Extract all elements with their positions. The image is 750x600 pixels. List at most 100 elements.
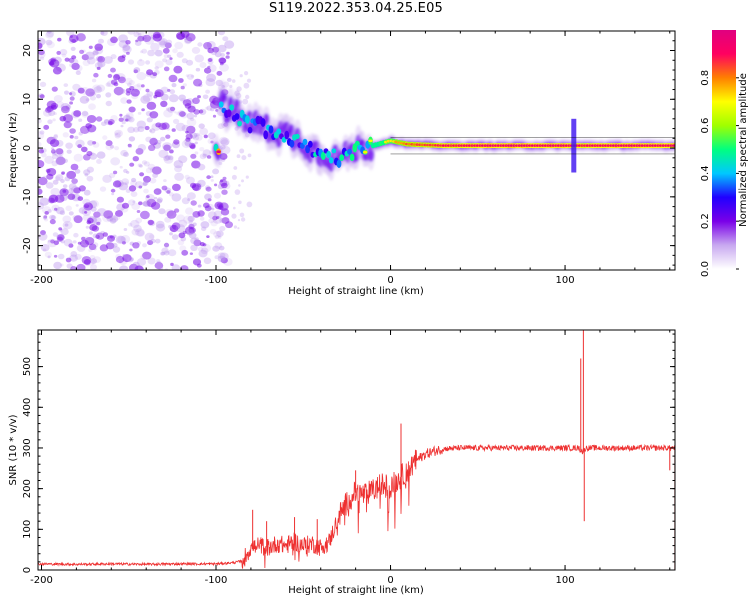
noise-blob xyxy=(178,232,186,239)
snr-plot-area xyxy=(38,330,675,570)
snr-line xyxy=(38,443,675,569)
noise-blob xyxy=(132,200,136,204)
noise-blob xyxy=(125,91,131,96)
noise-blob xyxy=(55,156,66,165)
noise-blob xyxy=(190,74,195,78)
noise-blob xyxy=(169,232,173,236)
noise-blob xyxy=(137,163,142,168)
noise-blob xyxy=(152,173,159,178)
noise-blob xyxy=(84,211,88,214)
noise-blob xyxy=(57,155,64,161)
noise-blob xyxy=(164,243,170,248)
noise-blob xyxy=(92,216,102,225)
noise-blob xyxy=(99,186,107,192)
noise-blob xyxy=(154,49,163,57)
noise-blob xyxy=(85,127,93,134)
noise-blob xyxy=(151,166,162,175)
noise-blob xyxy=(133,126,140,133)
ridge-peak-cell xyxy=(363,150,368,154)
noise-blob xyxy=(135,217,143,224)
noise-blob xyxy=(69,63,74,67)
noise-blob xyxy=(105,242,115,250)
noise-blob xyxy=(130,180,138,187)
noise-blob xyxy=(194,133,199,137)
noise-blob xyxy=(173,139,180,145)
noise-blob xyxy=(41,233,45,236)
noise-blob xyxy=(181,58,188,64)
noise-blob xyxy=(126,51,130,55)
noise-blob xyxy=(85,51,95,60)
noise-blob xyxy=(147,49,156,57)
noise-blob xyxy=(147,257,156,265)
noise-blob xyxy=(64,57,70,62)
noise-blob xyxy=(207,58,213,62)
ridge-core-cell xyxy=(331,148,337,154)
noise-blob xyxy=(86,166,94,173)
noise-blob xyxy=(178,78,184,83)
noise-blob xyxy=(145,136,152,143)
noise-blob xyxy=(44,211,49,215)
noise-blob xyxy=(88,103,96,110)
noise-blob xyxy=(38,202,44,210)
noise-blob xyxy=(125,188,131,193)
spectrogram-frame xyxy=(37,30,676,271)
noise-blob xyxy=(154,238,161,244)
noise-blob xyxy=(202,149,211,157)
noise-blob xyxy=(154,89,164,98)
noise-blob xyxy=(97,56,106,63)
page-title: S119.2022.353.04.25.E05 xyxy=(268,1,444,16)
noise-blob xyxy=(73,232,79,238)
noise-blob xyxy=(153,95,158,99)
noise-blob xyxy=(71,62,80,70)
noise-blob xyxy=(185,33,196,42)
noise-blob xyxy=(70,251,78,257)
y-tick-label: 10 xyxy=(22,93,33,106)
noise-blob xyxy=(89,224,98,231)
noise-blob xyxy=(53,240,59,246)
noise-blob xyxy=(178,219,188,228)
noise-blob xyxy=(87,217,94,224)
noise-blob xyxy=(186,59,194,66)
noise-blob xyxy=(97,60,106,68)
noise-blob xyxy=(203,202,210,209)
noise-blob xyxy=(170,262,174,266)
noise-blob xyxy=(69,92,73,95)
noise-blob xyxy=(193,78,203,87)
noise-blob xyxy=(81,111,89,118)
noise-blob xyxy=(140,254,148,260)
noise-blob xyxy=(161,247,169,254)
noise-blob xyxy=(165,39,173,45)
noise-blob xyxy=(92,50,99,56)
ridge-core-cell xyxy=(263,130,269,140)
noise-blob xyxy=(69,128,76,134)
noise-blob xyxy=(156,198,163,204)
noise-blob xyxy=(239,74,243,78)
noise-blob xyxy=(68,211,74,216)
noise-blob xyxy=(209,107,215,112)
x-tick-label: 0 xyxy=(387,575,393,586)
noise-blob xyxy=(62,221,73,230)
noise-blob xyxy=(82,49,86,53)
noise-blob xyxy=(145,88,150,93)
spectrogram-x-ticks: -200 -100 0 100 xyxy=(30,31,671,286)
noise-blob xyxy=(47,239,51,243)
noise-blob xyxy=(186,112,195,120)
noise-blob xyxy=(142,201,149,207)
noise-blob xyxy=(214,234,220,240)
noise-blob xyxy=(224,40,235,49)
noise-blob xyxy=(184,174,190,180)
noise-blob xyxy=(203,257,212,265)
noise-blob xyxy=(199,242,205,247)
noise-blob xyxy=(113,74,120,81)
noise-blob xyxy=(121,178,129,185)
noise-blob xyxy=(102,213,112,223)
noise-blob xyxy=(183,215,194,224)
noise-blob xyxy=(64,223,69,227)
noise-blob xyxy=(68,183,77,190)
noise-blob xyxy=(107,121,113,126)
noise-blob xyxy=(217,123,225,129)
noise-blob xyxy=(127,82,132,87)
noise-blob xyxy=(184,226,195,235)
noise-blob xyxy=(155,220,165,229)
